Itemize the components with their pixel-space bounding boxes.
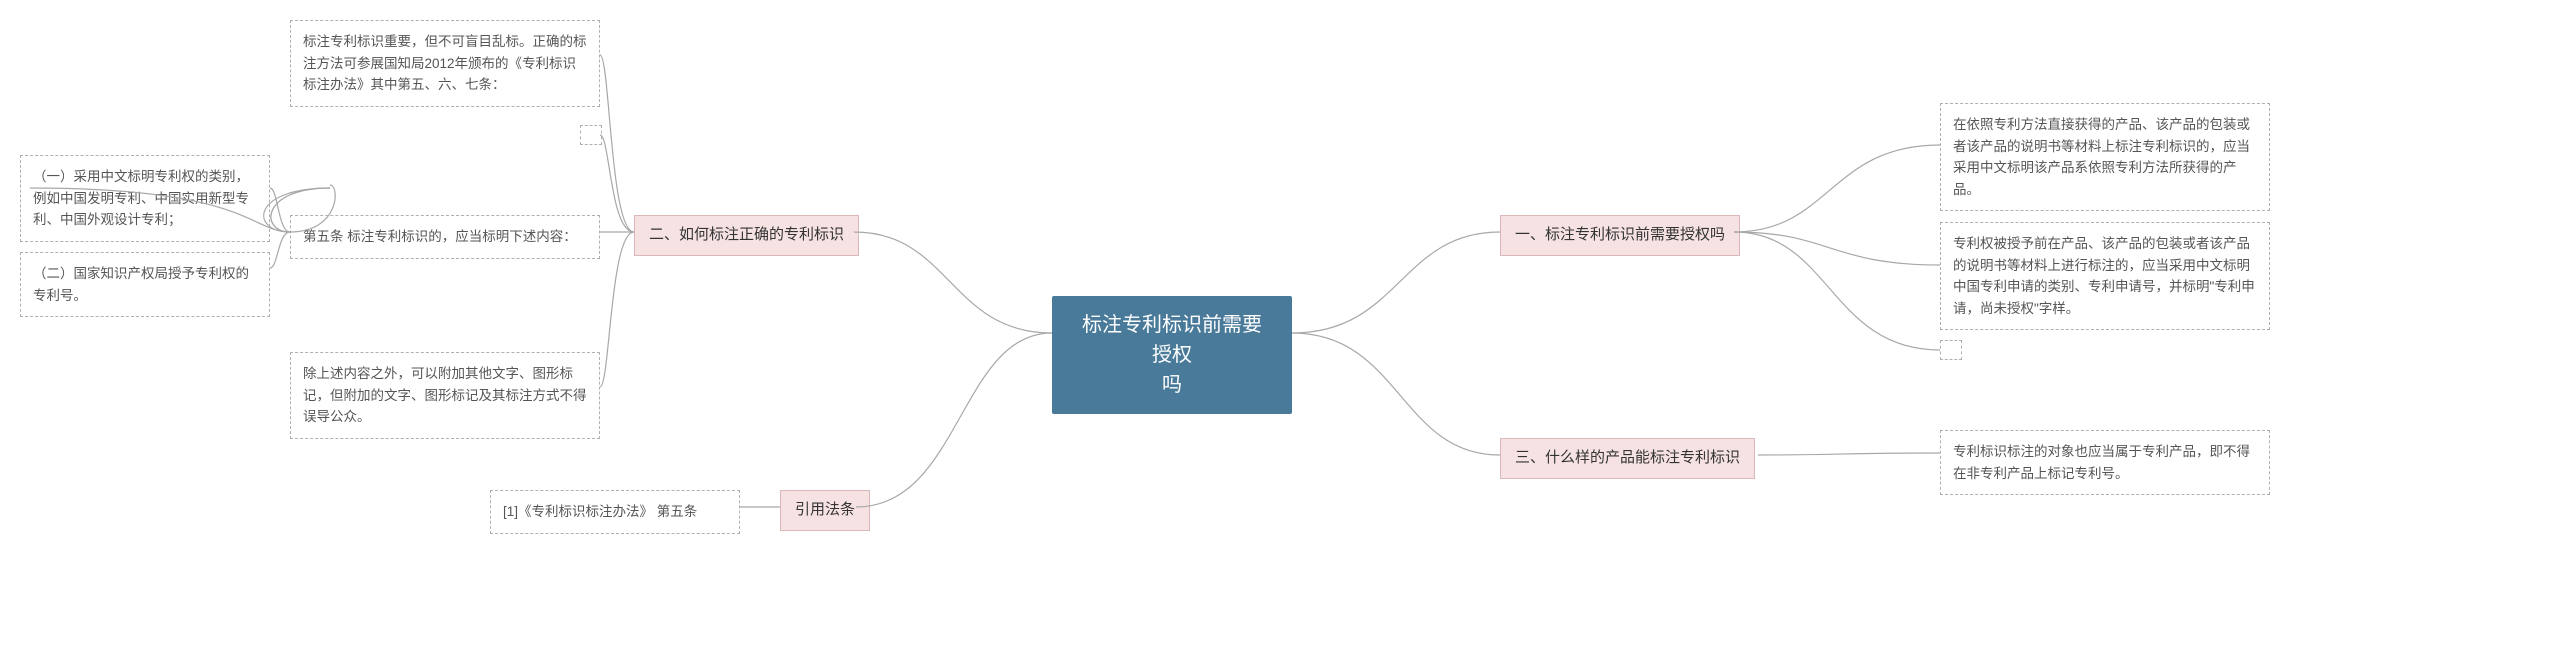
- branch-2-art5-2: （二）国家知识产权局授予专利权的专利号。: [20, 252, 270, 317]
- branch-2-art5: 第五条 标注专利标识的，应当标明下述内容：: [290, 215, 600, 259]
- branch-2-label: 二、如何标注正确的专利标识: [649, 226, 844, 243]
- branch-1-empty: [1940, 340, 1962, 360]
- branch-cite-leaf-1: [1]《专利标识标注办法》 第五条: [490, 490, 740, 534]
- branch-2-extra: 除上述内容之外，可以附加其他文字、图形标记，但附加的文字、图形标记及其标注方式不…: [290, 352, 600, 439]
- branch-2-intro: 标注专利标识重要，但不可盲目乱标。正确的标注方法可参展国知局2012年颁布的《专…: [290, 20, 600, 107]
- root-title-line2: 吗: [1162, 374, 1182, 396]
- branch-2: 二、如何标注正确的专利标识: [634, 215, 859, 256]
- branch-2-art5-1: （一）采用中文标明专利权的类别，例如中国发明专利、中国实用新型专利、中国外观设计…: [20, 155, 270, 242]
- branch-3: 三、什么样的产品能标注专利标识: [1500, 438, 1755, 479]
- branch-2-empty: [580, 125, 602, 145]
- root-title-line1: 标注专利标识前需要授权: [1082, 314, 1262, 366]
- branch-cite: 引用法条: [780, 490, 870, 531]
- branch-cite-label: 引用法条: [795, 501, 855, 518]
- branch-3-leaf-1: 专利标识标注的对象也应当属于专利产品，即不得在非专利产品上标记专利号。: [1940, 430, 2270, 495]
- branch-3-label: 三、什么样的产品能标注专利标识: [1515, 449, 1740, 466]
- branch-1-leaf-1: 在依照专利方法直接获得的产品、该产品的包装或者该产品的说明书等材料上标注专利标识…: [1940, 103, 2270, 211]
- root-node: 标注专利标识前需要授权 吗: [1052, 296, 1292, 414]
- branch-1: 一、标注专利标识前需要授权吗: [1500, 215, 1740, 256]
- branch-1-label: 一、标注专利标识前需要授权吗: [1515, 226, 1725, 243]
- branch-1-leaf-2: 专利权被授予前在产品、该产品的包装或者该产品的说明书等材料上进行标注的，应当采用…: [1940, 222, 2270, 330]
